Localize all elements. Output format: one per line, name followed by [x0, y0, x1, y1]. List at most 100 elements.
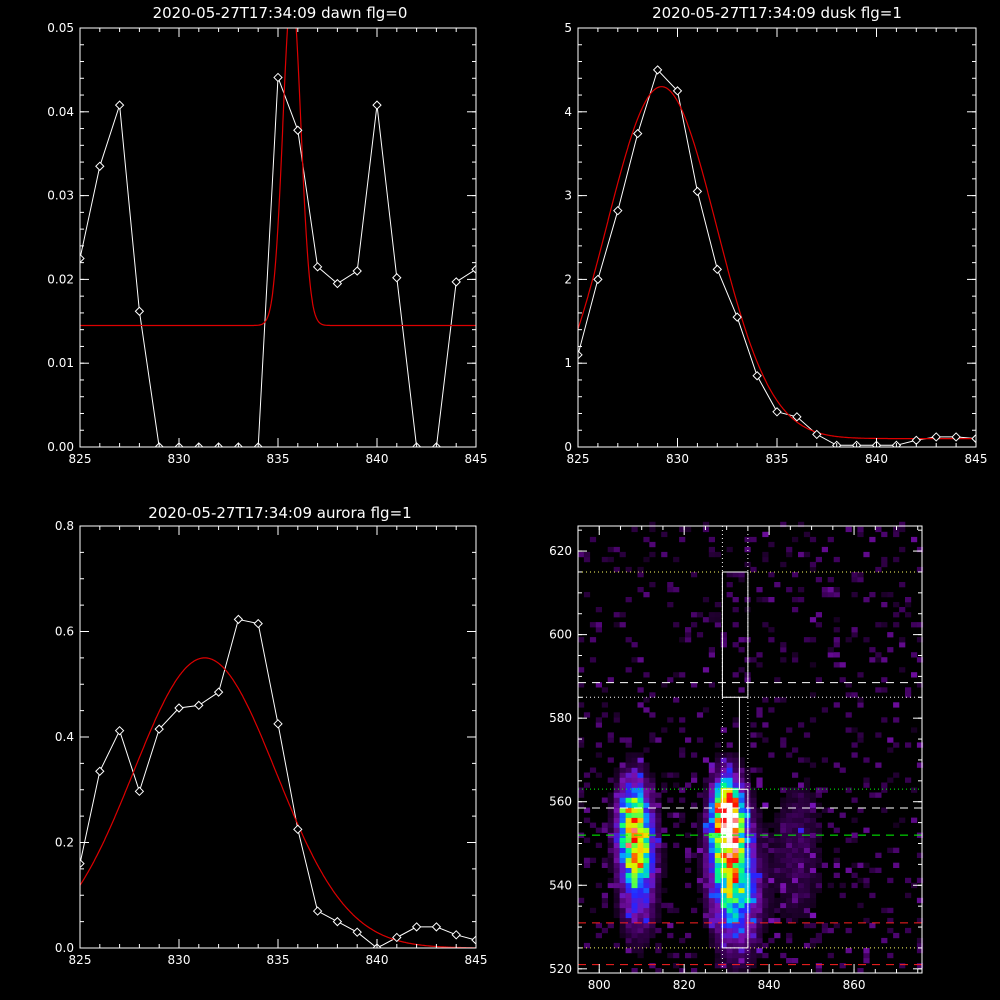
image-heatmap-cell — [625, 782, 632, 788]
image-heatmap-cell — [756, 867, 763, 873]
image-heatmap-cell — [726, 582, 733, 588]
image-heatmap-cell — [821, 927, 828, 934]
image-heatmap-cell — [714, 932, 721, 939]
dawn-x-tick-label: 830 — [168, 452, 191, 466]
image-heatmap-cell — [732, 597, 739, 603]
image-heatmap-cell — [732, 942, 739, 949]
image-heatmap-cell — [661, 787, 668, 793]
image-heatmap-cell — [780, 842, 787, 848]
image-heatmap-cell — [702, 907, 710, 914]
image-heatmap-cell — [768, 917, 775, 924]
image-heatmap-cell — [821, 546, 828, 553]
image-heatmap-cell — [893, 932, 900, 939]
image-heatmap-cell — [726, 787, 733, 793]
dusk-y-tick-label: 2 — [564, 272, 572, 286]
image-heatmap-cell — [625, 832, 632, 838]
image-heatmap-cell — [643, 797, 650, 803]
image-heatmap-cell — [720, 807, 727, 813]
image-heatmap-cell — [637, 847, 644, 853]
image-heatmap-cell — [768, 937, 775, 944]
image-heatmap-cell — [762, 802, 769, 808]
image-heatmap-cell — [720, 947, 727, 954]
image-heatmap-cell — [732, 722, 739, 728]
image-heatmap-cell — [809, 867, 817, 873]
image-heatmap-cell — [607, 852, 614, 858]
image-heatmap-cell — [803, 842, 811, 848]
image-heatmap-cell — [685, 847, 692, 853]
image-heatmap-cell — [643, 536, 650, 543]
image-heatmap-cell — [768, 627, 775, 633]
image-heatmap-cell — [619, 922, 626, 929]
image-heatmap-cell — [893, 847, 900, 853]
image-heatmap-cell — [625, 762, 632, 768]
aurora-data-point — [332, 916, 343, 927]
image-heatmap-cell — [613, 802, 620, 808]
image-heatmap-cell — [738, 772, 745, 778]
image-heatmap-cell — [738, 922, 745, 929]
image-heatmap-cell — [732, 822, 739, 828]
image-heatmap-cell — [768, 637, 775, 643]
image-heatmap-cell — [643, 882, 650, 889]
image-heatmap-cell — [649, 712, 656, 718]
image-heatmap-cell — [809, 817, 817, 823]
image-heatmap-cell — [589, 637, 597, 643]
image-heatmap-cell — [750, 937, 757, 944]
image-heatmap-cell — [744, 958, 751, 964]
image-heatmap-cell — [875, 526, 882, 533]
aurora-data-point — [273, 719, 283, 729]
image-heatmap-cell — [732, 642, 739, 648]
image-heatmap-cell — [839, 892, 846, 899]
image-heatmap-cell — [774, 822, 781, 828]
image-heatmap-cell — [738, 817, 745, 823]
image-heatmap-cell — [714, 917, 721, 924]
image-heatmap-cell — [708, 612, 715, 618]
image-heatmap-cell — [643, 772, 650, 778]
image-heatmap-cell — [875, 762, 882, 768]
image-heatmap-cell — [619, 772, 626, 778]
image-heatmap-cell — [792, 802, 799, 808]
image-heatmap-cell — [762, 737, 769, 743]
image-heatmap-cell — [732, 887, 739, 894]
image-heatmap-cell — [643, 807, 650, 813]
image-heatmap-cell — [631, 897, 638, 904]
image-heatmap-cell — [809, 837, 817, 843]
image-heatmap-cell — [625, 917, 632, 924]
image-heatmap-cell — [756, 817, 763, 823]
image-heatmap-cell — [798, 551, 805, 558]
image-heatmap-cell — [714, 617, 721, 623]
image-heatmap-cell — [643, 802, 650, 808]
image-heatmap — [578, 521, 924, 974]
image-heatmap-cell — [762, 551, 769, 558]
image-heatmap-cell — [750, 887, 757, 894]
image-heatmap-cell — [869, 536, 876, 543]
image-heatmap-cell — [905, 612, 912, 618]
image-heatmap-cell — [696, 842, 704, 848]
dawn-y-tick-label: 0.05 — [47, 21, 74, 35]
image-heatmap-cell — [732, 607, 739, 613]
image-heatmap-cell — [655, 807, 662, 813]
image-heatmap-cell — [762, 837, 769, 843]
image-heatmap-cell — [643, 672, 650, 678]
image-heatmap-cell — [857, 531, 864, 538]
image-heatmap-cell — [637, 917, 644, 924]
image-heatmap-cell — [708, 617, 715, 623]
image-heatmap-cell — [595, 722, 602, 728]
dusk-y-tick-label: 5 — [564, 21, 572, 35]
image-heatmap-cell — [708, 912, 715, 919]
image-heatmap-cell — [625, 932, 632, 939]
image-heatmap-cell — [750, 787, 757, 793]
image-heatmap-cell — [625, 897, 632, 904]
image-heatmap-cell — [732, 717, 739, 723]
image-heatmap-cell — [696, 632, 704, 638]
image-heatmap-cell — [756, 847, 763, 853]
image-heatmap-cell — [875, 687, 882, 693]
panel-dawn-title: 2020-05-27T17:34:09 dawn flg=0 — [153, 4, 408, 22]
image-heatmap-cell — [732, 672, 739, 678]
image-heatmap-cell — [756, 777, 763, 783]
image-heatmap-cell — [738, 812, 745, 818]
image-heatmap-cell — [726, 767, 733, 773]
image-heatmap-cell — [631, 797, 638, 803]
image-heatmap-cell — [685, 832, 692, 838]
image-heatmap-cell — [619, 737, 626, 743]
image-heatmap-cell — [774, 582, 781, 588]
